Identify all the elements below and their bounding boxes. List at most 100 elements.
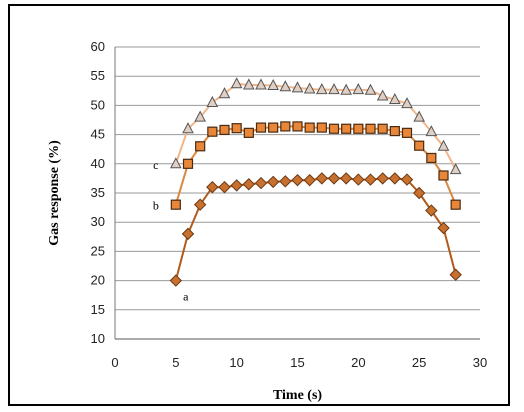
series-c-point [437, 139, 450, 151]
labels: Time (s) Gas response (%) a b c [47, 140, 322, 403]
series-a-point [425, 204, 438, 217]
series-b-point [450, 199, 461, 210]
x-tick-label: 15 [290, 355, 304, 370]
y-tick-label: 45 [91, 127, 105, 142]
x-tick-label: 30 [473, 355, 487, 370]
y-tick-label: 60 [91, 39, 105, 54]
series-b-point [426, 152, 437, 164]
series-label-a: a [183, 290, 189, 304]
series-b-point [268, 122, 279, 133]
series-b-point [328, 123, 340, 134]
y-tick-label: 30 [91, 214, 105, 229]
series-c-point [170, 157, 182, 169]
series-b-point [207, 126, 218, 137]
series-a-point [437, 221, 450, 235]
series-b-point [243, 127, 254, 138]
series-a-point [242, 178, 256, 191]
series-a-point [412, 186, 426, 200]
series-a-point [169, 274, 183, 287]
series-c-point [413, 110, 425, 122]
x-tick-label: 0 [111, 355, 118, 370]
y-tick-label: 20 [91, 273, 105, 288]
y-tick-label: 15 [91, 302, 105, 317]
series-b-point [389, 125, 400, 137]
y-tick-label: 50 [91, 97, 105, 112]
series-a-point [230, 179, 243, 192]
axes: 10 15 20 25 30 35 40 45 50 55 60 0 5 10 15 20 25 30 [91, 39, 488, 370]
y-axis-title: Gas response (%) [47, 140, 62, 246]
series-c-point [243, 78, 255, 90]
series-b-point [182, 158, 194, 169]
series-c-point [279, 80, 292, 92]
series-c-point [352, 83, 365, 95]
y-tick-label: 25 [91, 243, 105, 258]
series-c-point [182, 122, 194, 134]
series-a-point [254, 176, 268, 190]
series-a-point [303, 173, 316, 187]
series-c-point [340, 83, 352, 95]
series-a-point [193, 198, 207, 211]
series-a-point [315, 172, 329, 185]
x-tick-label: 20 [351, 355, 365, 370]
series-c-point [303, 82, 316, 94]
series-b-point [304, 122, 315, 133]
series-b-point [255, 122, 267, 133]
series-b-point [280, 121, 291, 132]
series-c-point [206, 95, 219, 107]
gas-response-chart: 10 15 20 25 30 35 40 45 50 55 60 0 5 10 15 20 25 30 Time … [47, 39, 488, 403]
series-markers [169, 77, 462, 287]
series-c-point [255, 78, 267, 90]
series-c-point [401, 97, 413, 109]
series-a-point [376, 172, 389, 185]
series-b-point [353, 123, 364, 134]
series-label-c: c [153, 158, 158, 172]
series-c-point [328, 83, 340, 95]
series-b-point [438, 170, 449, 181]
series-a-point [327, 172, 341, 185]
series-a-point [181, 227, 195, 241]
series-a-point [279, 175, 292, 188]
y-tick-label: 10 [91, 331, 105, 346]
series-c-point [267, 78, 279, 91]
series-b-point [365, 123, 376, 134]
series-a-point [218, 180, 231, 194]
series-a-point [364, 173, 377, 186]
series-b-point [377, 123, 388, 134]
x-tick-label: 25 [412, 355, 426, 370]
series-c-point [291, 81, 304, 93]
series-b-point [341, 123, 352, 134]
series-c-point [389, 92, 401, 105]
series-b-point [170, 199, 181, 210]
series-a-point [339, 172, 353, 185]
series-a-point [388, 172, 402, 185]
series-c-point [316, 83, 328, 95]
series-a-point [206, 180, 219, 194]
series-a-point [291, 173, 304, 187]
series-a-point [266, 175, 280, 189]
series-b-point [219, 124, 230, 136]
series-b-point [292, 121, 303, 132]
series-label-b: b [153, 199, 159, 213]
series-a-point [449, 268, 462, 281]
y-tick-label: 55 [91, 68, 105, 83]
series-c-point [364, 83, 377, 95]
series-b-point [401, 127, 413, 138]
series-b-point [316, 122, 327, 133]
x-axis-title: Time (s) [273, 388, 322, 403]
chart-frame: 10 15 20 25 30 35 40 45 50 55 60 0 5 10 15 20 25 30 Time … [8, 4, 510, 406]
series-b-point [195, 141, 206, 152]
series-b-point [414, 140, 425, 151]
series-c-point [230, 77, 243, 89]
x-tick-label: 10 [229, 355, 243, 370]
series-b-point [231, 123, 242, 134]
series-c-point [449, 163, 462, 175]
series-c-point [194, 110, 206, 122]
series-a-point [400, 173, 414, 186]
series-c-point [218, 87, 231, 99]
series-c-point [425, 125, 438, 137]
y-tick-label: 40 [91, 156, 105, 171]
y-tick-label: 35 [91, 185, 105, 200]
series-c-point [376, 89, 389, 101]
x-tick-label: 5 [172, 355, 179, 370]
series-a-point [352, 173, 365, 186]
